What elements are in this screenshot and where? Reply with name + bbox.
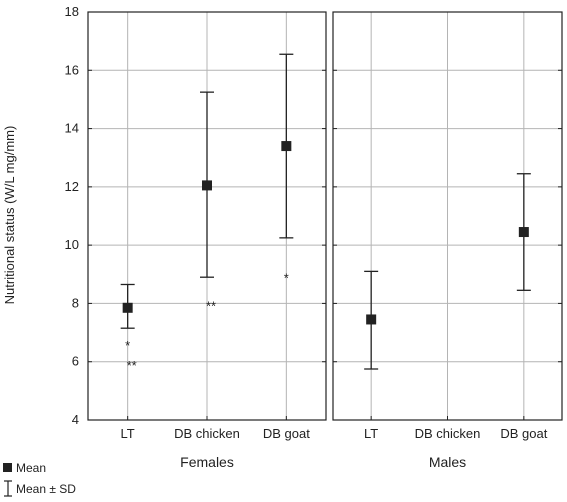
significance-annotation: * [284, 271, 289, 286]
mean-marker [202, 180, 212, 191]
x-tick-label: LT [364, 426, 378, 441]
legend-errorbar-icon [4, 480, 12, 497]
y-tick-label: 6 [72, 354, 79, 369]
x-tick-label: DB goat [263, 426, 310, 441]
significance-annotation: ** [206, 298, 216, 313]
group-label: Females [180, 454, 234, 470]
legend-mean-label: Mean [16, 461, 46, 475]
y-tick-label: 10 [65, 237, 79, 252]
mean-marker [366, 314, 377, 325]
legend-mean-square-icon [3, 463, 12, 472]
significance-annotation: ** [127, 358, 137, 373]
y-axis-label: Nutritional status (W/L mg/mm) [2, 126, 17, 305]
panel-frame [87, 11, 327, 421]
x-tick-label: DB chicken [174, 426, 240, 441]
y-tick-label: 12 [65, 179, 79, 194]
y-tick-label: 8 [72, 295, 79, 310]
y-axis: 4 6 8 10 12 14 16 18 [65, 4, 79, 427]
panel-frame [332, 11, 563, 421]
mean-marker [122, 302, 133, 313]
y-tick-label: 14 [65, 121, 79, 136]
x-tick-label: LT [121, 426, 135, 441]
y-tick-label: 16 [65, 62, 79, 77]
y-tick-label: 4 [72, 412, 79, 427]
x-tick-label: DB goat [500, 426, 547, 441]
y-tick-label: 18 [65, 4, 79, 19]
legend: Mean Mean ± SD [3, 461, 76, 497]
group-label: Males [429, 454, 466, 470]
significance-annotation: * [125, 338, 130, 353]
legend-mean-sd-label: Mean ± SD [16, 482, 76, 496]
panel-males: LT DB chicken DB goat Males [332, 11, 563, 470]
mean-marker [281, 141, 292, 152]
mean-marker [518, 227, 529, 238]
x-tick-label: DB chicken [415, 426, 481, 441]
